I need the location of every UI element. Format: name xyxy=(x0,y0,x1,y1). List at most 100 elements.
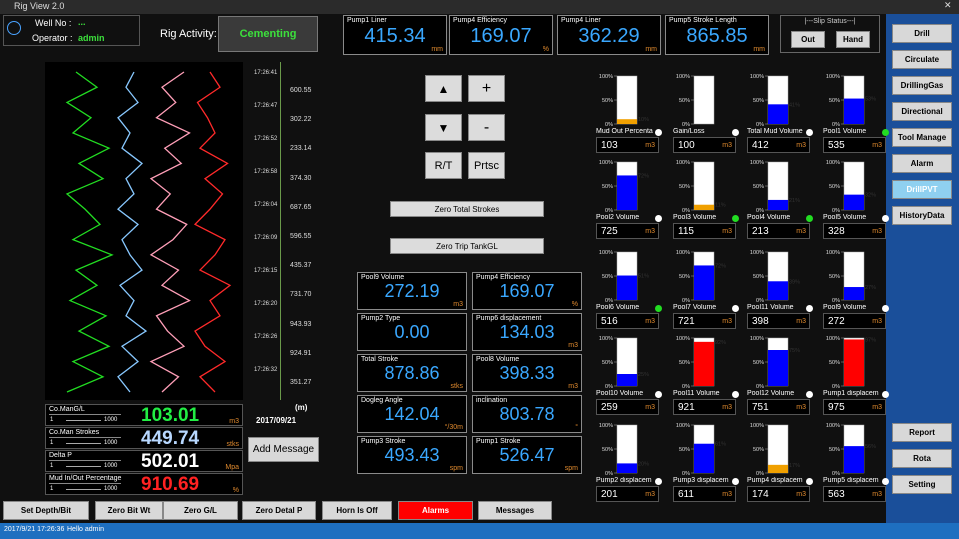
slip-button[interactable]: Hand xyxy=(836,31,870,48)
menu-button[interactable]: Rota xyxy=(892,449,952,468)
readout-unit: °/30m xyxy=(444,424,463,431)
gauge-label: Pool11 Volume xyxy=(747,304,794,311)
close-button[interactable]: ✕ xyxy=(944,0,952,10)
menu-button[interactable]: Report xyxy=(892,423,952,442)
menu-button[interactable]: Alarm xyxy=(892,154,952,173)
readout-label: Dogleg Angle xyxy=(361,397,403,404)
status-bar xyxy=(0,523,959,539)
readout-label: inclination xyxy=(476,397,508,404)
gauge-value: 611 xyxy=(678,489,694,500)
gauge-indicator xyxy=(655,305,662,312)
gauge-tick-label: 100% xyxy=(676,160,690,166)
menu-button[interactable]: Directional xyxy=(892,102,952,121)
gauge-indicator xyxy=(732,478,739,485)
readout-box: Pump3 Stroke 493.43 spm xyxy=(357,436,467,474)
readout-value: 415.34 xyxy=(364,24,426,47)
tank-gauge: 100% 50% 0% 17% xyxy=(750,423,800,477)
menu-button[interactable]: Tool Manage xyxy=(892,128,952,147)
gauge-tick-label: 50% xyxy=(753,98,764,104)
gauge-tick-label: 50% xyxy=(829,360,840,366)
menu-button[interactable]: Circulate xyxy=(892,50,952,69)
gauge-tick-label: 0% xyxy=(605,471,613,477)
readout-label: Pool8 Volume xyxy=(476,356,520,363)
bottom-button[interactable]: Zero Bit Wt xyxy=(95,501,163,520)
readout-unit: % xyxy=(542,46,549,53)
gauge-tick-label: 50% xyxy=(602,184,613,190)
bottom-button[interactable]: Messages xyxy=(478,501,552,520)
title-bar xyxy=(0,0,959,14)
gauge-value: 975 xyxy=(828,402,845,413)
well-info-box xyxy=(3,15,140,46)
gauge-tick-label: 50% xyxy=(829,184,840,190)
gauge-value: 213 xyxy=(752,226,769,237)
tank-gauge: 100% 50% 0% 56% xyxy=(826,423,876,477)
gauge-tick-label: 100% xyxy=(750,336,764,342)
gauge-label: Pool10 Volume xyxy=(596,390,644,397)
add-message-button[interactable]: Add Message xyxy=(248,437,319,462)
control-button[interactable]: Prtsc xyxy=(468,152,505,179)
scale-min: 1 xyxy=(50,486,54,492)
tank-gauge: 100% 50% 0% 61% xyxy=(676,423,726,477)
readout-unit: % xyxy=(571,301,578,308)
gauge-fill-label: 61% xyxy=(715,442,726,448)
readout-value: 865.85 xyxy=(686,24,748,47)
tank-gauge: 100% 50% 0% 97% xyxy=(826,336,876,390)
slip-button[interactable]: Out xyxy=(791,31,825,48)
control-button[interactable]: ▲ xyxy=(425,75,462,102)
depth-label: 233.14 xyxy=(290,145,312,153)
gauge-tick-label: 100% xyxy=(826,336,840,342)
tank-gauge: 100% 50% 0% 20% xyxy=(599,423,649,477)
gauge-label: Pool5 Volume xyxy=(823,214,867,221)
bottom-button[interactable]: Zero Detal P xyxy=(242,501,316,520)
gauge-tick-label: 50% xyxy=(602,98,613,104)
readout-unit: m3 xyxy=(568,342,578,349)
gauge-fill xyxy=(694,204,714,210)
gauge-value-box: 725 m3 xyxy=(596,223,659,239)
readout-box: Pump4 Efficiency 169.07% xyxy=(449,15,553,55)
readout-unit: % xyxy=(232,487,239,494)
gauge-value: 921 xyxy=(678,402,695,413)
control-button[interactable]: R/T xyxy=(425,152,462,179)
depth-label: 687.65 xyxy=(290,203,312,211)
gauge-fill-label: 11% xyxy=(715,203,726,209)
control-button[interactable]: Zero Trip TankGL xyxy=(390,238,544,254)
gauge-unit: m3 xyxy=(645,228,655,235)
gauge-value-box: 201 m3 xyxy=(596,486,659,502)
activity-value: Cementing xyxy=(218,16,318,52)
control-button[interactable]: - xyxy=(468,114,505,141)
readout-value: 502.01 xyxy=(141,451,200,472)
bottom-button[interactable]: Zero G/L xyxy=(163,501,238,520)
readout-unit: m3 xyxy=(568,383,578,390)
menu-button[interactable]: Drill xyxy=(892,24,952,43)
scale-max: 1000 xyxy=(104,486,118,492)
operator-label: Operator : xyxy=(32,33,73,43)
menu-button[interactable]: Setting xyxy=(892,475,952,494)
menu-button[interactable]: DrillPVT xyxy=(892,180,952,199)
tank-gauge: 100% 50% 0% 10% xyxy=(599,74,649,128)
trend-date: 2017/09/21 xyxy=(256,416,297,425)
scale-line xyxy=(49,483,121,484)
time-label: 17:26:52 xyxy=(254,136,278,142)
trend-line xyxy=(149,71,191,393)
gauge-tick-label: 100% xyxy=(676,74,690,80)
gauge-tick-label: 50% xyxy=(753,184,764,190)
readout-box: Pump1 Stroke 526.47 spm xyxy=(472,436,582,474)
control-button[interactable]: Zero Total Strokes xyxy=(390,201,544,217)
readout-box: Pump1 Liner 415.34 mm xyxy=(343,15,447,55)
gauge-value-box: 412 m3 xyxy=(747,137,810,153)
gauge-tick-label: 50% xyxy=(679,274,690,280)
gauge-value: 725 xyxy=(601,226,618,237)
gauge-unit: m3 xyxy=(796,404,806,411)
bottom-button[interactable]: Horn Is Off xyxy=(322,501,392,520)
bottom-button[interactable]: Alarms xyxy=(398,501,473,520)
readout-value: 398.33 xyxy=(499,363,555,384)
menu-button[interactable]: HistoryData xyxy=(892,206,952,225)
gauge-fill xyxy=(844,194,864,210)
time-axis-line xyxy=(280,62,281,400)
readout-value: 526.47 xyxy=(499,445,555,466)
bottom-button[interactable]: Set Depth/Bit xyxy=(3,501,89,520)
menu-button[interactable]: DrillingGas xyxy=(892,76,952,95)
control-button[interactable]: ▼ xyxy=(425,114,462,141)
control-button[interactable]: + xyxy=(468,75,505,102)
gauge-tick-label: 100% xyxy=(826,74,840,80)
